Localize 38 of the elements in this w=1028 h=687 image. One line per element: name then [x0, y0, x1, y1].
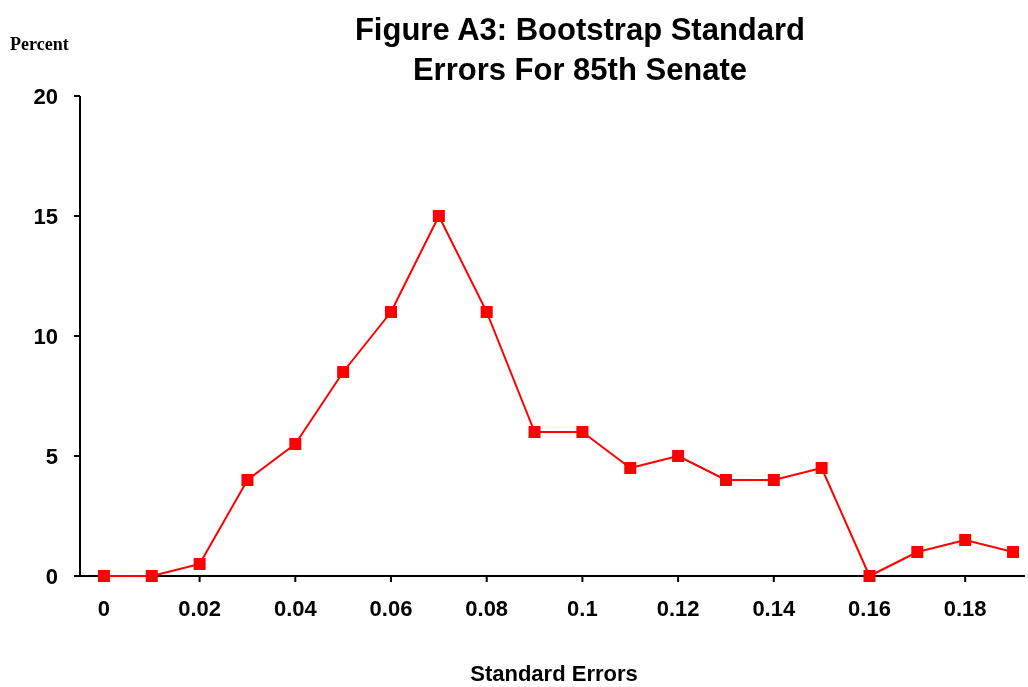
- point: [767, 474, 780, 486]
- x-tick-label: 0.14: [752, 596, 796, 621]
- point: [145, 570, 158, 582]
- point: [911, 546, 924, 558]
- y-axis-title: Percent: [10, 34, 69, 54]
- x-tick-label: 0.18: [943, 596, 987, 621]
- x-tick-label: 0.06: [369, 596, 413, 621]
- x-tick-label: 0.16: [848, 596, 891, 621]
- point: [432, 210, 445, 222]
- point: [289, 438, 302, 450]
- point: [193, 558, 206, 570]
- y-tick-label: 5: [45, 443, 58, 469]
- x-axis-title: Standard Errors: [470, 661, 638, 686]
- y-tick-label: 10: [33, 323, 58, 349]
- y-tick-label: 15: [33, 203, 58, 229]
- point: [863, 570, 876, 582]
- x-tick-label: 0.08: [465, 596, 509, 621]
- point: [959, 534, 972, 546]
- x-tick-label: 0: [97, 596, 111, 621]
- x-tick-label: 0.02: [178, 596, 222, 621]
- point: [385, 306, 398, 318]
- point: [1007, 546, 1020, 558]
- y-tick-label: 20: [33, 83, 58, 109]
- chart-title: Figure A3: Bootstrap Standard Errors For 85th Senate: [354, 12, 806, 87]
- point: [719, 474, 732, 486]
- point: [576, 426, 589, 438]
- x-tick-label: 0.04: [273, 596, 318, 621]
- point: [480, 306, 493, 318]
- point: [815, 462, 828, 474]
- y-tick-label: 0: [45, 563, 58, 589]
- point: [97, 570, 110, 582]
- x-tick-label: 0.12: [656, 596, 700, 621]
- point: [528, 426, 541, 438]
- point: [672, 450, 685, 462]
- point: [337, 366, 350, 378]
- x-tick-label: 0.1: [567, 596, 598, 621]
- point: [241, 474, 254, 486]
- point: [624, 462, 637, 474]
